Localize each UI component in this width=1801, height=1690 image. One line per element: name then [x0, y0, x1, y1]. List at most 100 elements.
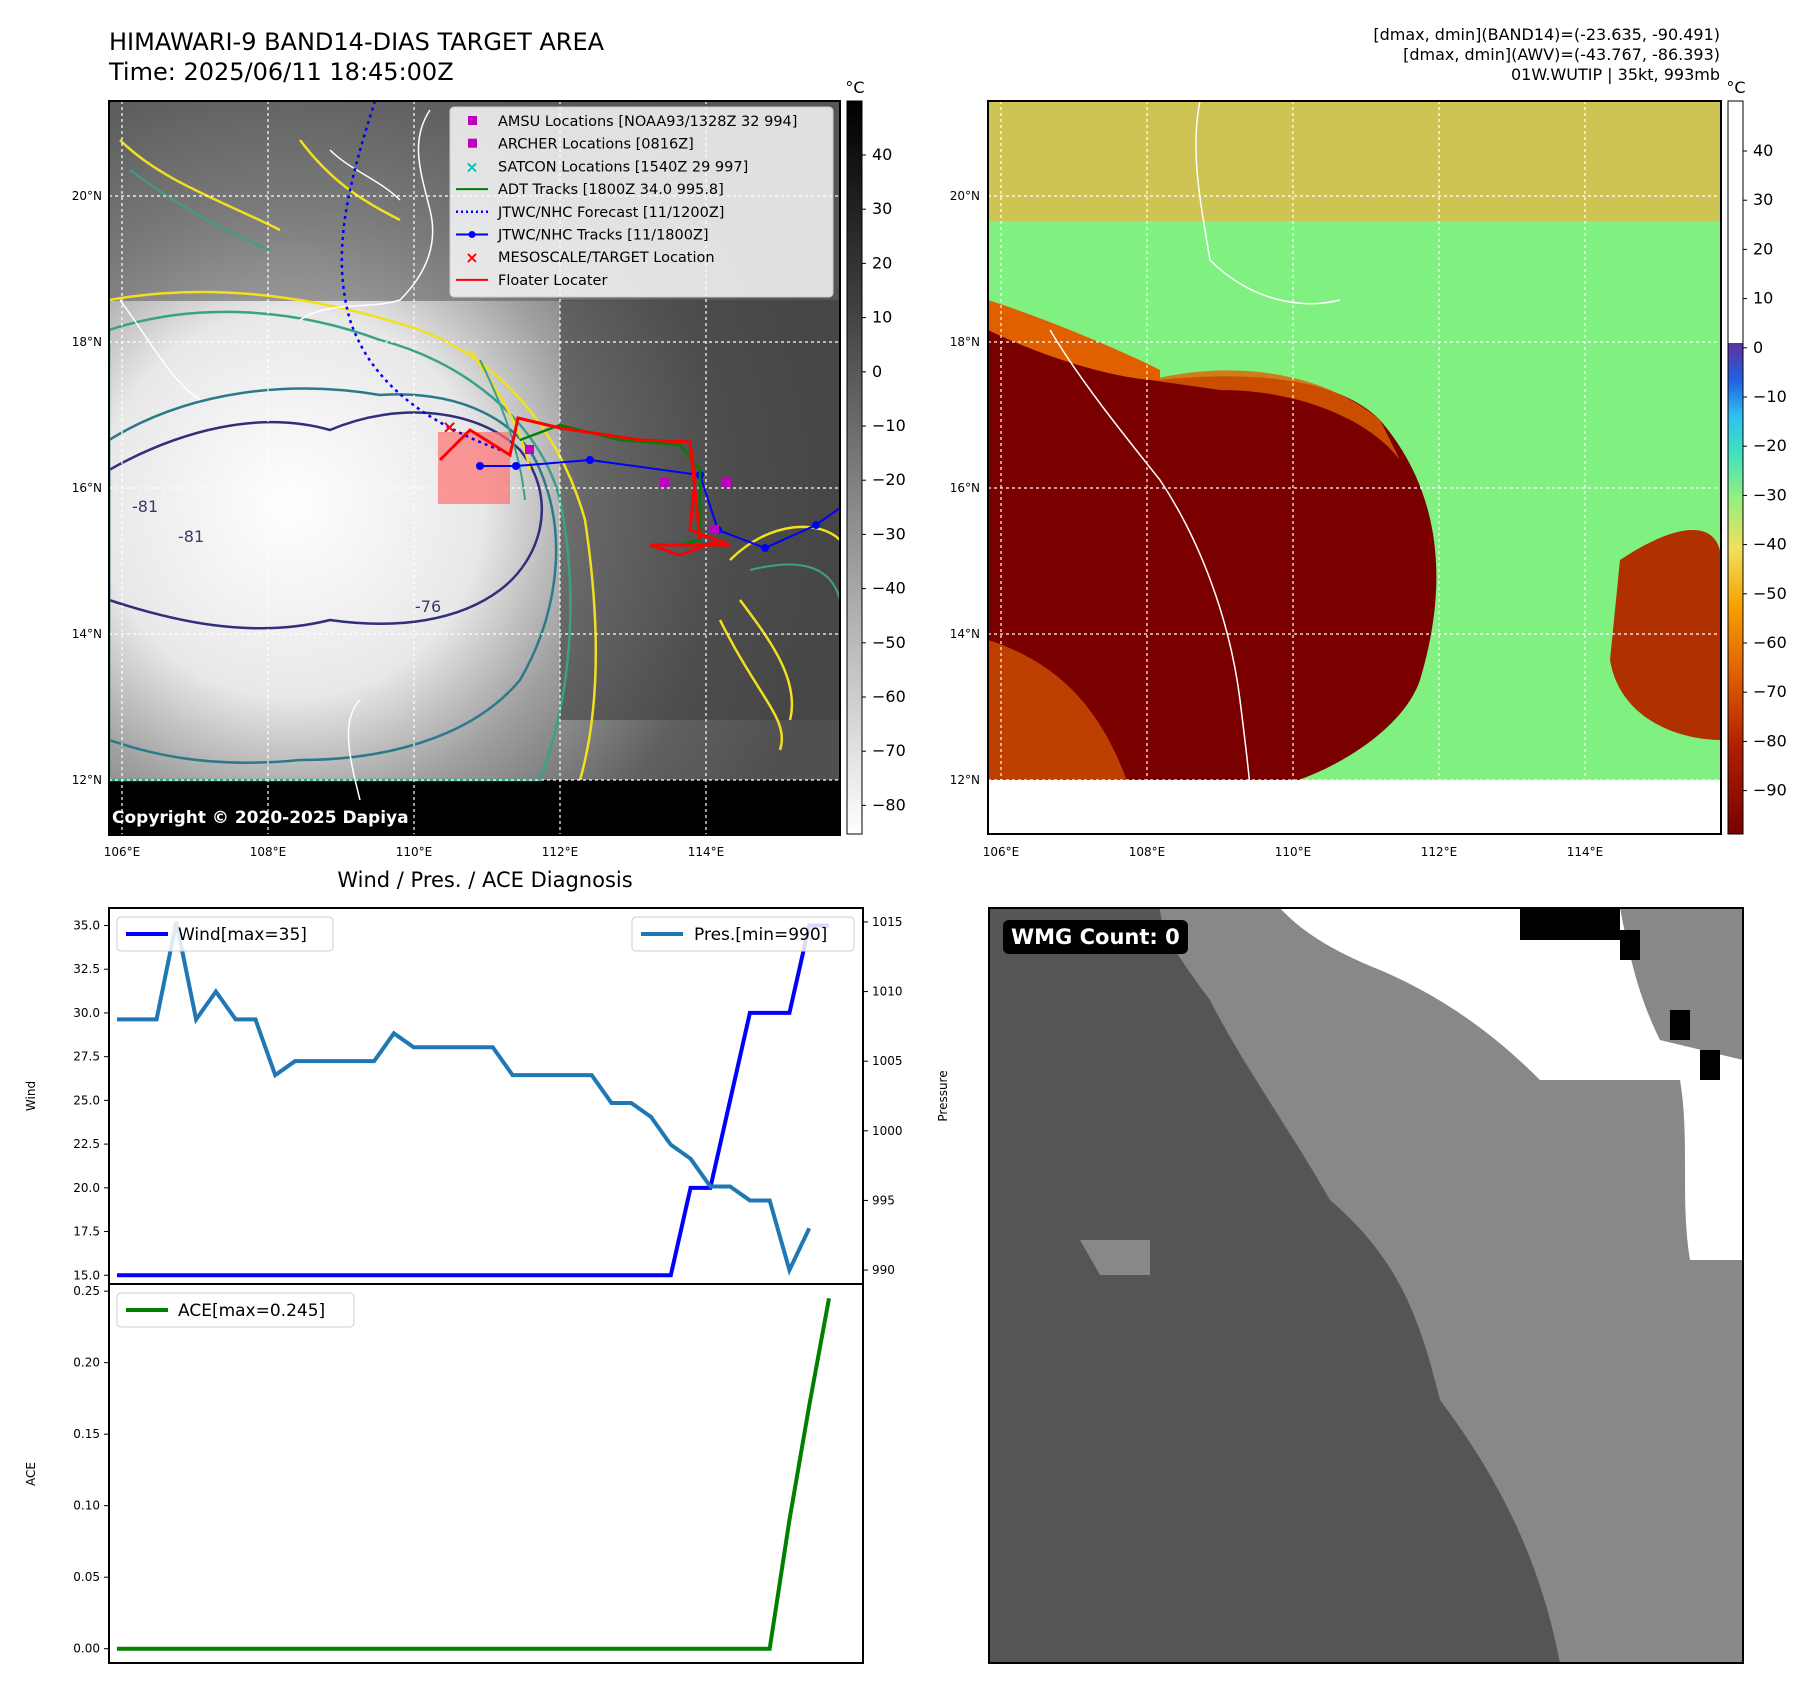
legend-entry: AMSU Locations [NOAA93/1328Z 32 994]: [468, 114, 797, 130]
legend-label: AMSU Locations [NOAA93/1328Z 32 994]: [498, 114, 797, 130]
legend-label: JTWC/NHC Tracks [11/1800Z]: [497, 228, 709, 244]
ace-tick: 0.25: [73, 1284, 100, 1298]
colorbar-ir: °C 40 30 20 10 0 −10 −20 −30 −40 −50 −60 −70 −80: [845, 78, 906, 835]
colorbar-tick: −20: [1753, 436, 1787, 455]
map1-lon-labels: 106°E 108°E 110°E 112°E 114°E: [104, 845, 725, 859]
ace-series-line: [117, 1297, 831, 1651]
contour-label: -81: [178, 527, 204, 546]
wind-tick: 30.0: [73, 1006, 100, 1020]
legend-entry: JTWC/NHC Forecast [11/1200Z]: [456, 205, 724, 221]
colorbar-tick: −90: [1753, 781, 1787, 800]
pressure-tick: 1015: [872, 915, 903, 929]
svg-text:114°E: 114°E: [1567, 845, 1604, 859]
svg-text:×: ×: [442, 417, 457, 438]
pressure-legend: Pres.[min=990]: [631, 916, 855, 952]
pressure-tick: 995: [872, 1193, 895, 1207]
pressure-tick: 1010: [872, 985, 903, 999]
map-legend: AMSU Locations [NOAA93/1328Z 32 994] ARCH…: [449, 106, 834, 298]
legend-entry: JTWC/NHC Tracks [11/1800Z]: [456, 228, 709, 244]
wind-tick: 17.5: [73, 1225, 100, 1239]
colorbar-tick: 40: [1753, 141, 1773, 160]
wmg-count-badge: WMG Count: 0: [1003, 920, 1188, 954]
legend-entry: × SATCON Locations [1540Z 29 997]: [465, 157, 748, 176]
legend-label: Floater Locater: [498, 273, 607, 289]
legend-label: MESOSCALE/TARGET Location: [498, 250, 715, 266]
svg-text:14°N: 14°N: [950, 627, 980, 641]
svg-text:110°E: 110°E: [396, 845, 433, 859]
jtwc-track: [480, 458, 840, 550]
svg-text:°C: °C: [845, 78, 864, 97]
ir-map-panel: × -81 -81 -76 20°N 18°N 16°N 14°N 12°N 1…: [72, 100, 841, 859]
colorbar-tick: 20: [1753, 239, 1773, 258]
svg-text:18°N: 18°N: [950, 335, 980, 349]
contour-76: [109, 387, 558, 764]
legend-label: ADT Tracks [1800Z 34.0 995.8]: [498, 182, 724, 198]
legend-entry: ARCHER Locations [0816Z]: [468, 137, 694, 153]
svg-text:112°E: 112°E: [542, 845, 579, 859]
colorbar-tick: −40: [872, 579, 906, 598]
colorbar-tick: −50: [872, 633, 906, 652]
jtwc-forecast-track: [340, 101, 501, 452]
colorbar-tick: 10: [872, 308, 892, 327]
colorbar-awv: °C 40 30 20 10 0 −10 −20 −30 −40 −50 −60 −70 −80 −90: [1726, 78, 1787, 835]
map1-lat-labels: 20°N 18°N 16°N 14°N 12°N: [72, 189, 102, 787]
svg-text:114°E: 114°E: [688, 845, 725, 859]
coastline: [119, 109, 434, 801]
map2-lat-labels: 20°N 18°N 16°N 14°N 12°N: [950, 189, 980, 787]
legend-label: JTWC/NHC Forecast [11/1200Z]: [497, 205, 724, 221]
svg-text:18°N: 18°N: [72, 335, 102, 349]
wind-axis-label: Wind: [24, 1081, 38, 1111]
figure-title: HIMAWARI-9 BAND14-DIAS TARGET AREA: [109, 28, 605, 56]
legend-entry: Floater Locater: [456, 273, 607, 289]
colorbar-tick: −80: [872, 795, 906, 814]
pressure-tick: 1005: [872, 1054, 903, 1068]
floater-locater: [438, 416, 731, 557]
ace-axis-label: ACE: [24, 1462, 38, 1486]
colorbar-tick: −50: [1753, 584, 1787, 603]
svg-text:20°N: 20°N: [950, 189, 980, 203]
map2-lon-labels: 106°E 108°E 110°E 112°E 114°E: [983, 845, 1604, 859]
svg-text:12°N: 12°N: [72, 773, 102, 787]
wind-tick: 20.0: [73, 1181, 100, 1195]
ace-tick: 0.15: [73, 1427, 100, 1441]
svg-text:16°N: 16°N: [72, 481, 102, 495]
colorbar-tick: 10: [1753, 289, 1773, 308]
svg-text:Pres.[min=990]: Pres.[min=990]: [694, 925, 827, 945]
ace-panel: 0.25 0.20 0.15 0.10 0.05 0.00 ACE ACE[max=0.2…: [24, 1283, 864, 1664]
colorbar-tick: 30: [1753, 190, 1773, 209]
svg-text:106°E: 106°E: [983, 845, 1020, 859]
wind-legend: Wind[max=35]: [116, 916, 334, 952]
ace-tick: 0.05: [73, 1570, 100, 1584]
colorbar-tick: −20: [872, 470, 906, 489]
figure-time: Time: 2025/06/11 18:45:00Z: [108, 58, 454, 86]
colorbar-tick: −10: [1753, 387, 1787, 406]
diagnosis-title: Wind / Pres. / ACE Diagnosis: [337, 868, 632, 892]
svg-text:ACE[max=0.245]: ACE[max=0.245]: [178, 1301, 325, 1321]
target-box: [438, 432, 510, 504]
info-storm: 01W.WUTIP | 35kt, 993mb: [1511, 65, 1720, 84]
colorbar-tick: 0: [1753, 338, 1763, 357]
info-awv: [dmax, dmin](AWV)=(-43.767, -86.393): [1403, 45, 1720, 64]
svg-text:20°N: 20°N: [72, 189, 102, 203]
legend-label: ARCHER Locations [0816Z]: [498, 137, 694, 153]
colorbar-tick: 20: [872, 253, 892, 272]
wind-pres-panel: Wind / Pres. / ACE Diagnosis 35.0 32.5 30.…: [24, 868, 950, 1285]
colorbar-tick: −30: [872, 524, 906, 543]
colorbar-tick: −70: [1753, 682, 1787, 701]
svg-text:14°N: 14°N: [72, 627, 102, 641]
colorbar-tick: −60: [1753, 633, 1787, 652]
pressure-axis-label: Pressure: [936, 1070, 950, 1121]
wind-series-line: [117, 923, 829, 1278]
colorbar-tick: −80: [1753, 731, 1787, 750]
pressure-tick: 990: [872, 1263, 895, 1277]
wmg-panel: [988, 907, 1744, 1664]
ace-tick: 0.10: [73, 1499, 100, 1513]
wind-tick: 32.5: [73, 962, 100, 976]
svg-text:108°E: 108°E: [1129, 845, 1166, 859]
svg-text:106°E: 106°E: [104, 845, 141, 859]
svg-text:110°E: 110°E: [1275, 845, 1312, 859]
awv-map-panel: 20°N 18°N 16°N 14°N 12°N 106°E 108°E 110…: [950, 100, 1722, 859]
colorbar-tick: 0: [872, 362, 882, 381]
colorbar-tick: −40: [1753, 535, 1787, 554]
